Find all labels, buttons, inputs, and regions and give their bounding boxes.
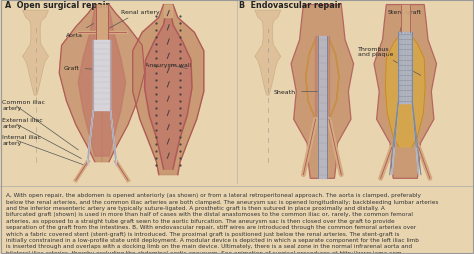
Polygon shape [255, 11, 281, 96]
Text: A, With open repair, the abdomen is opened anteriorly (as shown) or from a later: A, With open repair, the abdomen is open… [6, 193, 438, 254]
Polygon shape [102, 6, 145, 162]
Text: Aorta: Aorta [66, 24, 94, 38]
Text: Aneurysm wall: Aneurysm wall [145, 62, 191, 69]
Text: Stent-graft: Stent-graft [388, 10, 422, 38]
Text: Graft: Graft [64, 66, 92, 71]
Polygon shape [412, 103, 419, 175]
Polygon shape [145, 13, 192, 169]
Text: Sheath: Sheath [274, 90, 324, 95]
Polygon shape [374, 6, 437, 179]
Polygon shape [133, 6, 204, 175]
Polygon shape [291, 6, 354, 179]
Polygon shape [110, 110, 116, 166]
Text: Internal iliac
artery: Internal iliac artery [2, 135, 41, 145]
Polygon shape [392, 103, 398, 175]
Text: B  Endovascular repair: B Endovascular repair [239, 1, 342, 10]
Text: External iliac
artery: External iliac artery [2, 118, 43, 129]
Polygon shape [59, 6, 102, 162]
Polygon shape [88, 110, 93, 166]
Polygon shape [385, 37, 425, 147]
Polygon shape [78, 9, 126, 156]
Text: A  Open surgical repair: A Open surgical repair [5, 1, 109, 10]
Polygon shape [306, 40, 339, 120]
Polygon shape [23, 11, 48, 96]
Text: Common iliac
artery: Common iliac artery [2, 100, 46, 110]
Text: Renal artery: Renal artery [109, 10, 160, 29]
Text: Thrombus
and plaque: Thrombus and plaque [358, 46, 421, 76]
